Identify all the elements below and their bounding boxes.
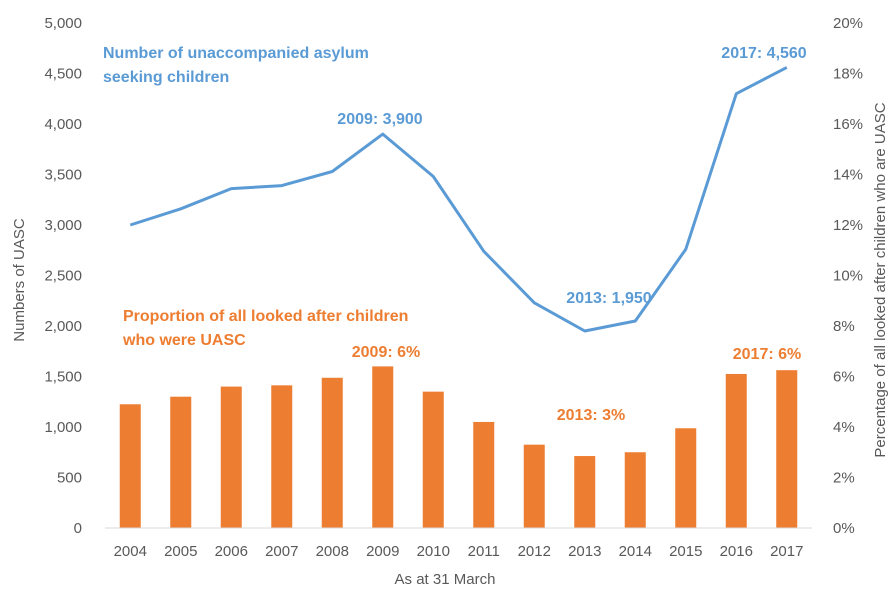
bar-2007 <box>271 385 293 528</box>
x-tick-label: 2016 <box>720 543 753 560</box>
x-tick-label: 2006 <box>215 543 248 560</box>
x-tick-label: 2005 <box>164 543 197 560</box>
y-left-tick-label: 1,500 <box>44 369 82 386</box>
y-right-tick-label: 2% <box>833 470 855 487</box>
annotation-line-2009: 2009: 3,900 <box>337 111 423 128</box>
bar-2013 <box>574 456 596 528</box>
y-left-tick-label: 3,000 <box>44 217 82 234</box>
y-left-tick-label: 0 <box>74 520 82 537</box>
bar-2008 <box>321 377 343 528</box>
annotation-bar-2013: 2013: 3% <box>557 407 626 424</box>
y-right-tick-label: 20% <box>833 15 863 32</box>
y-left-tick-label: 3,500 <box>44 167 82 184</box>
bar-series <box>119 366 798 528</box>
bar-series-title-line2: who were UASC <box>122 332 246 349</box>
y-right-tick-label: 12% <box>833 217 863 234</box>
x-tick-label: 2015 <box>669 543 702 560</box>
y-left-tick-label: 1,000 <box>44 419 82 436</box>
y-left-tick-label: 2,000 <box>44 318 82 335</box>
bar-2017 <box>776 370 798 528</box>
left-axis-ticks: 0 500 1,000 1,500 2,000 2,500 3,000 3,500 4,000 4… <box>44 15 82 537</box>
y-axis-right-title: Percentage of all looked after children … <box>872 102 889 457</box>
bar-2006 <box>220 386 242 528</box>
x-tick-label: 2004 <box>114 543 147 560</box>
line-series-title-line2: seeking children <box>103 69 229 86</box>
y-right-tick-label: 0% <box>833 520 855 537</box>
line-series-title-line1: Number of unaccompanied asylum <box>103 45 369 62</box>
x-tick-label: 2014 <box>619 543 652 560</box>
x-tick-label: 2012 <box>518 543 551 560</box>
y-right-tick-label: 6% <box>833 369 855 386</box>
x-tick-label: 2008 <box>316 543 349 560</box>
y-left-tick-label: 4,500 <box>44 66 82 83</box>
x-tick-label: 2009 <box>366 543 399 560</box>
y-right-tick-label: 4% <box>833 419 855 436</box>
bar-series-title-line1: Proportion of all looked after children <box>123 308 408 325</box>
bar-2011 <box>473 421 495 528</box>
bar-2016 <box>725 373 747 528</box>
bar-2005 <box>170 396 192 528</box>
line-series-uasc-count <box>129 66 788 333</box>
y-right-tick-label: 16% <box>833 116 863 133</box>
y-right-tick-label: 14% <box>833 167 863 184</box>
bar-2010 <box>422 391 444 528</box>
x-tick-label: 2017 <box>770 543 803 560</box>
annotation-bar-2017: 2017: 6% <box>733 346 802 363</box>
y-left-tick-label: 4,000 <box>44 116 82 133</box>
bar-2012 <box>523 444 545 528</box>
x-tick-label: 2011 <box>468 543 500 560</box>
y-axis-left-title: Numbers of UASC <box>11 218 28 342</box>
x-tick-label: 2007 <box>265 543 298 560</box>
y-right-tick-label: 10% <box>833 268 863 285</box>
x-axis-ticks: 2004 2005 2006 2007 2008 2009 2010 2011 2012 2013… <box>114 543 804 560</box>
annotation-line-2013: 2013: 1,950 <box>566 290 652 307</box>
bar-2015 <box>675 428 697 528</box>
bar-2009 <box>372 366 394 528</box>
y-right-tick-label: 8% <box>833 318 855 335</box>
x-tick-label: 2010 <box>417 543 450 560</box>
bar-2004 <box>119 404 141 528</box>
annotation-bar-2009: 2009: 6% <box>352 344 421 361</box>
y-left-tick-label: 2,500 <box>44 268 82 285</box>
y-left-tick-label: 500 <box>57 470 82 487</box>
x-tick-label: 2013 <box>568 543 601 560</box>
bar-2014 <box>624 452 646 528</box>
annotation-line-2017: 2017: 4,560 <box>721 45 807 62</box>
y-left-tick-label: 5,000 <box>44 15 82 32</box>
x-axis-title: As at 31 March <box>395 571 496 588</box>
right-axis-ticks: 0% 2% 4% 6% 8% 10% 12% 14% 16% 18% 20% <box>833 15 863 537</box>
y-right-tick-label: 18% <box>833 66 863 83</box>
